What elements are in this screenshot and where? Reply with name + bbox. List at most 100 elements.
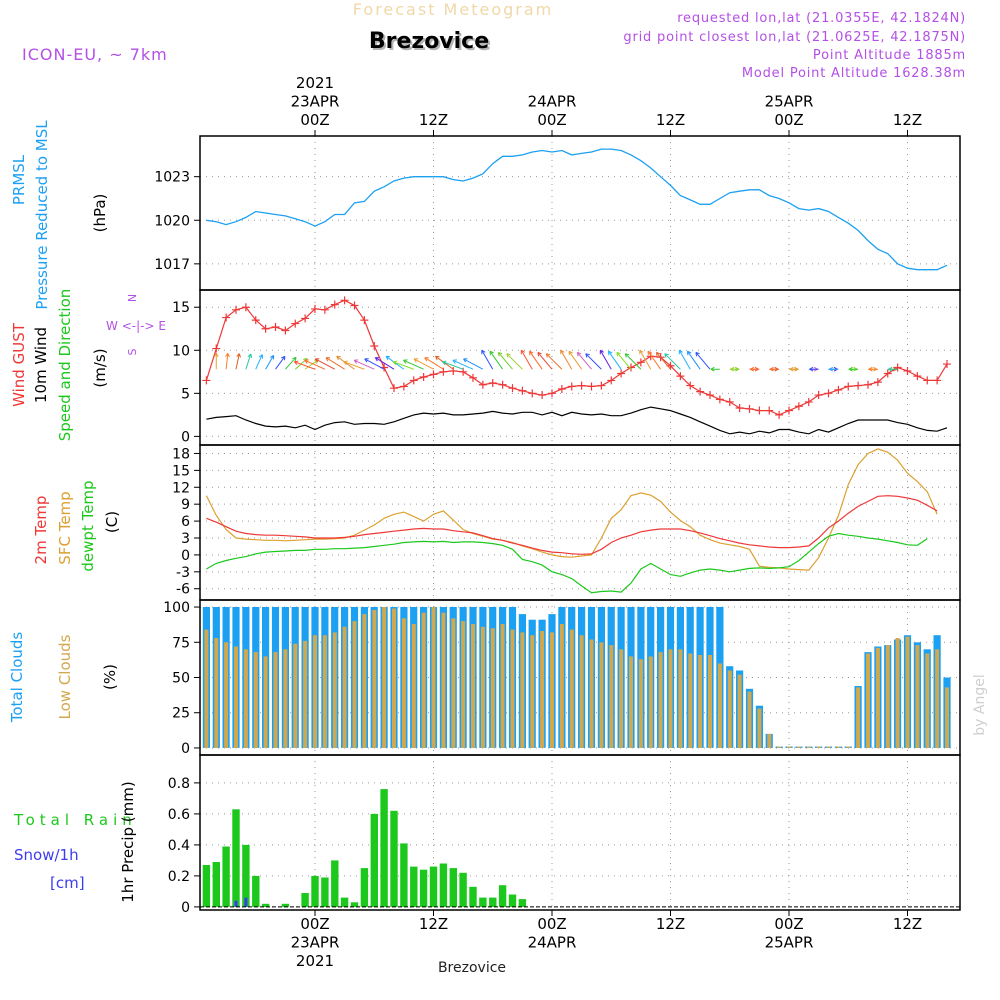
wind-arrow	[489, 350, 504, 370]
wind-arrow-head	[442, 360, 447, 366]
wind-arrow-head	[647, 350, 652, 356]
gust-line	[205, 299, 948, 416]
wind-arrow-head	[888, 366, 893, 372]
time-label-bottom: 00Z	[300, 915, 329, 933]
gust-point	[834, 385, 843, 394]
wind-arrow-head	[424, 357, 429, 362]
wind-arrow-head	[537, 351, 542, 357]
gust-point	[765, 406, 774, 415]
rain-bar	[498, 885, 507, 907]
wind-arrow-head	[213, 352, 219, 357]
gust-point	[202, 376, 211, 385]
low-cloud-bar	[313, 635, 317, 748]
footer-station: Brezovice	[438, 960, 506, 976]
wind-arrow	[545, 353, 563, 370]
low-cloud-bar	[303, 640, 308, 748]
low-cloud-bar	[253, 652, 258, 748]
wind-arrow-head	[624, 353, 630, 358]
gust-point	[854, 381, 863, 390]
precip-panel-frame	[199, 754, 961, 911]
low-cloud-bar	[510, 629, 515, 748]
wind-arrow-head	[545, 353, 551, 358]
low-cloud-bar	[441, 612, 446, 748]
y-tick-label: 100	[163, 600, 190, 616]
wind-arrow	[463, 358, 484, 370]
rain-bar	[340, 897, 349, 907]
y-tick-label: 18	[172, 446, 190, 462]
y-tick-label: -6	[176, 582, 190, 598]
time-label-top: 12Z	[419, 111, 448, 129]
wind-arrow-head	[639, 349, 644, 355]
wind-arrow-head	[281, 355, 286, 361]
rain-bar	[252, 875, 260, 907]
gust-point	[340, 296, 349, 305]
y-tick-label: 0	[181, 741, 190, 757]
low-cloud-bar	[658, 652, 663, 748]
temp2m-line	[206, 495, 938, 555]
wind-arrow-head	[489, 350, 494, 356]
product-title: Forecast Meteogram	[353, 0, 553, 19]
time-label-bottom: 12Z	[893, 915, 922, 933]
gust-point	[627, 363, 635, 372]
low-cloud-bar	[609, 645, 614, 748]
gust-point	[232, 305, 240, 314]
low-cloud-bar	[717, 663, 722, 748]
wind-arrow-head	[585, 353, 590, 358]
rain-bar	[518, 899, 527, 907]
wind-arrow	[481, 349, 494, 370]
wind-arrow	[442, 361, 464, 370]
wind-arrow	[275, 356, 286, 370]
y-tick-label: 0.8	[168, 776, 190, 792]
wind-arrow-head	[789, 366, 794, 372]
wind-arrow	[452, 359, 474, 370]
wind-arrow-head	[687, 350, 692, 356]
wind-arrow	[520, 349, 533, 370]
low-cloud-bar	[392, 608, 396, 748]
y-tick-label: 10	[172, 343, 190, 359]
wind-arrow	[225, 353, 229, 370]
low-cloud-bar	[895, 638, 900, 748]
temp-unit: (C)	[103, 511, 121, 533]
gust-point	[814, 391, 823, 400]
low-cloud-bar	[935, 649, 940, 748]
gust-point	[775, 410, 784, 419]
y-tick-label: 0.4	[168, 838, 190, 854]
wind-arrow-head	[385, 355, 391, 361]
low-cloud-bar	[875, 647, 880, 748]
wind-arrow	[529, 350, 543, 370]
requested-lonlat: requested lon,lat (21.0355E, 42.1824N)	[677, 11, 966, 26]
gust-point	[360, 316, 369, 325]
gust-point	[617, 369, 626, 378]
low-cloud-bar	[885, 645, 890, 748]
gust-point	[706, 391, 714, 400]
low-cloud-bar	[945, 687, 949, 748]
wind-arrow	[343, 361, 365, 370]
gust-point	[469, 373, 477, 382]
wind-arrow	[375, 357, 395, 370]
low-cloud-bar	[737, 674, 742, 748]
gust-point	[557, 385, 566, 394]
wind-arrow-head	[655, 351, 661, 357]
wind-arrow	[608, 350, 622, 370]
time-label-top: 12Z	[893, 111, 922, 129]
wind-arrow	[285, 356, 297, 370]
gust-point	[370, 341, 379, 350]
low-cloud-bar	[727, 670, 732, 748]
wind-arrow-head	[463, 358, 468, 363]
time-label-bottom: 25APR	[765, 934, 814, 952]
station-title: Brezovice	[371, 31, 491, 56]
low-cloud-bar	[629, 656, 633, 748]
dewpt-line	[206, 532, 928, 594]
total-clouds-label: Total Clouds	[8, 632, 26, 724]
gust-point	[864, 380, 872, 389]
wind-unit: (m/s)	[91, 348, 109, 387]
gust-point	[261, 324, 270, 333]
y-tick-label: 25	[172, 706, 190, 722]
snow-unit-label: [cm]	[50, 874, 85, 892]
time-label-top: 25APR	[765, 93, 814, 111]
wind-arrow-head	[710, 366, 715, 372]
gust-point	[212, 344, 221, 353]
wind-arrow	[265, 355, 275, 370]
gust-point	[429, 370, 438, 379]
gust-point	[893, 363, 902, 372]
